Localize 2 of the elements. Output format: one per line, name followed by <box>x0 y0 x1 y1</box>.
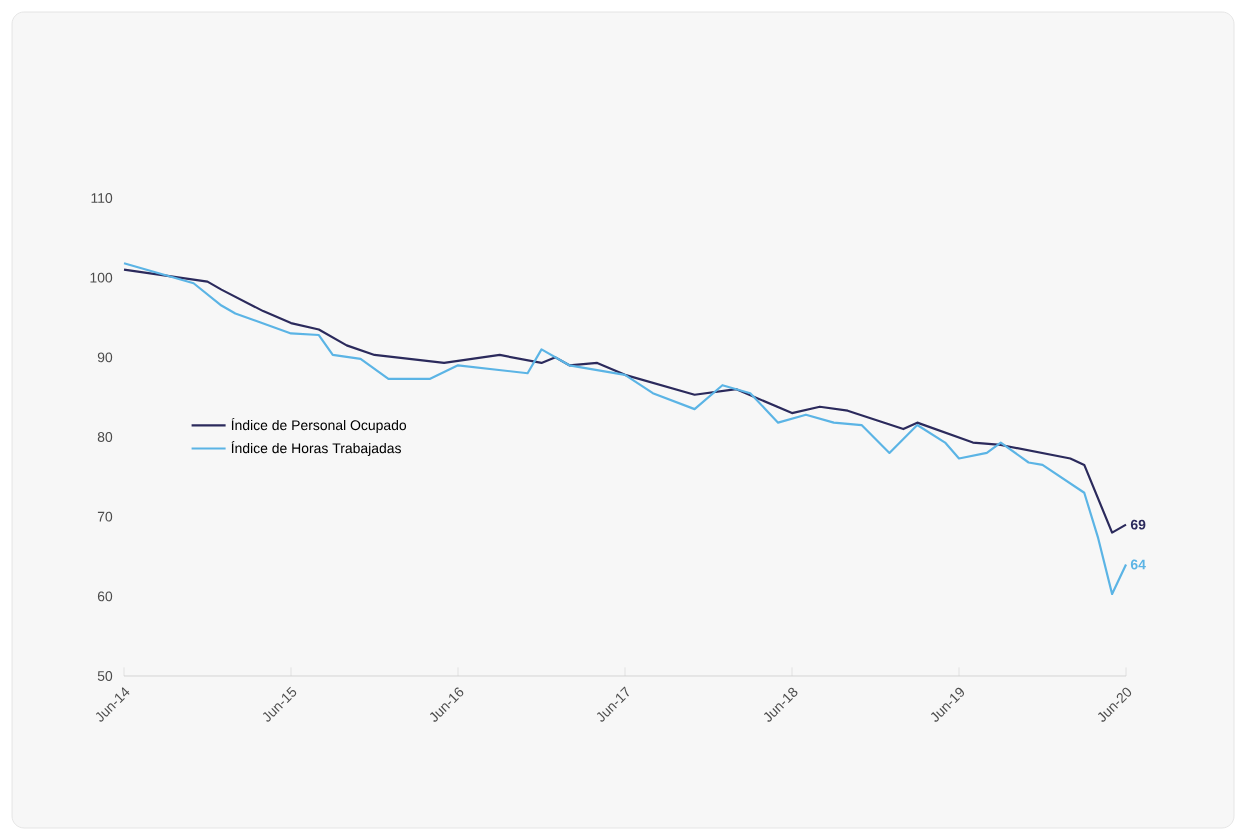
line-series <box>122 262 1128 596</box>
line-series <box>122 268 1128 534</box>
